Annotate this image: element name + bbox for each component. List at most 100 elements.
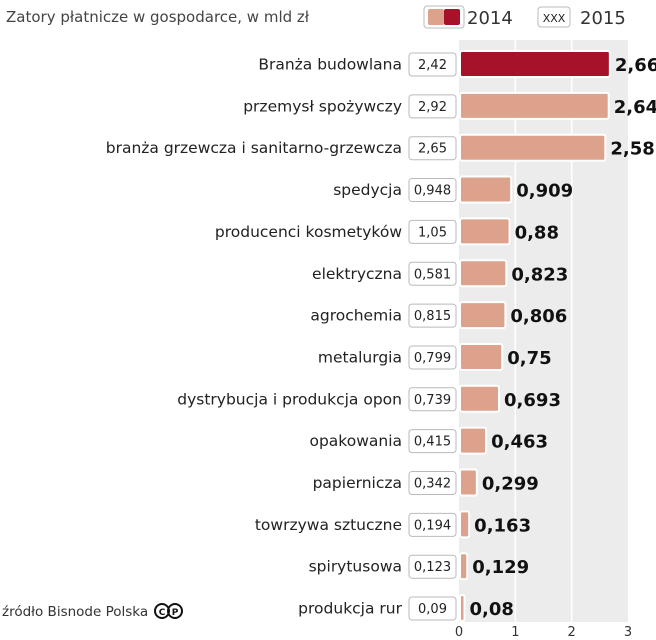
bar-row: przemysł spożywczy 2,92 2,64: [243, 91, 656, 120]
value-2015-label: 0,823: [511, 264, 568, 285]
legend-label-2015: 2015: [580, 8, 626, 29]
value-2014-box: [408, 94, 457, 119]
value-2014-label: 0,739: [414, 393, 451, 408]
x-tick-label: 2: [568, 625, 576, 640]
bar-row: produkcja rur 0,09 0,08: [298, 594, 514, 623]
category-label: opakowania: [309, 432, 402, 450]
bar-row: producenci kosmetyków 1,05 0,88: [215, 217, 559, 246]
value-2014-label: 0,123: [414, 560, 451, 575]
bar-2015: [459, 50, 611, 78]
value-2014-label: 0,948: [414, 184, 451, 199]
category-label: dystrybucja i produkcja opon: [177, 390, 402, 408]
value-2015-label: 0,909: [516, 181, 573, 202]
category-label: agrochemia: [310, 307, 402, 325]
value-2014-box: [408, 178, 457, 203]
value-2014-box: [408, 596, 457, 621]
x-axis-ticks: 0 1 2 3: [455, 625, 632, 640]
category-label: Branża budowlana: [258, 56, 402, 74]
value-2014-label: 0,581: [414, 267, 451, 282]
value-2014-box: [408, 554, 457, 579]
value-2014-box: [408, 219, 457, 244]
value-2015-label: 2,58: [610, 139, 654, 160]
category-label: producenci kosmetyków: [215, 223, 402, 241]
source-note: źródło Bisnode Polska: [2, 604, 148, 620]
category-label: branża grzewcza i sanitarno-grzewcza: [106, 139, 402, 157]
bar-2015: [459, 133, 607, 162]
bar-2015: [459, 552, 469, 581]
value-2015-label: 0,75: [507, 348, 551, 369]
cc-copyright-icon: C P: [154, 603, 183, 619]
bar-2015: [459, 217, 511, 246]
bar-2015: [459, 426, 488, 455]
legend-label-2014: 2014: [467, 8, 513, 29]
bar-2015: [459, 384, 501, 413]
x-tick-label: 0: [455, 625, 463, 640]
value-2014-box: [408, 429, 457, 454]
value-2014-box: [408, 387, 457, 412]
value-2014-box: [408, 261, 457, 286]
value-2014-label: 0,342: [414, 477, 451, 492]
value-2014-label: 0,194: [414, 518, 451, 533]
category-label: spirytusowa: [309, 558, 402, 576]
value-2015-label: 0,08: [470, 599, 514, 620]
category-label: elektryczna: [312, 265, 402, 283]
bar-2015: [459, 594, 466, 623]
bar-row: elektryczna 0,581 0,823: [312, 259, 568, 288]
bar-2015: [459, 175, 513, 204]
category-label: spedycja: [333, 181, 402, 199]
svg-text:C: C: [159, 608, 166, 618]
bar-2015: [459, 259, 508, 288]
bar-2015: [459, 91, 610, 120]
chart-title: Zatory płatnicze w gospodarce, w mld zł: [6, 8, 310, 26]
value-2014-box: [408, 52, 457, 77]
value-2014-label: 0,09: [418, 602, 447, 617]
category-label: towrzywa sztuczne: [255, 516, 402, 534]
bar-row: branża grzewcza i sanitarno-grzewcza 2,65…: [106, 133, 655, 162]
svg-text:P: P: [172, 608, 179, 618]
value-2014-box: [408, 303, 457, 328]
value-2014-label: 0,799: [414, 351, 451, 366]
value-2014-label: 0,815: [414, 309, 451, 324]
value-2015-label: 2,66: [615, 55, 656, 76]
bar-2015: [459, 468, 478, 497]
value-2015-label: 0,806: [510, 306, 567, 327]
chart-rows: Branża budowlana 2,42 2,66 przemysł spożywc…: [106, 50, 656, 623]
bar-row: spedycja 0,948 0,909: [333, 175, 573, 204]
category-label: metalurgia: [318, 348, 402, 366]
bar-row: papiernicza 0,342 0,299: [313, 468, 539, 497]
category-label: przemysł spożywczy: [243, 97, 402, 115]
value-2015-label: 0,299: [482, 474, 539, 495]
value-2014-label: 2,92: [418, 100, 447, 115]
bar-2015: [459, 510, 471, 539]
value-2015-label: 0,88: [515, 222, 559, 243]
value-2014-box: [408, 136, 457, 161]
legend-swatch-dark: [444, 9, 460, 25]
bar-row: spirytusowa 0,123 0,129: [309, 552, 529, 581]
bar-row: opakowania 0,415 0,463: [309, 426, 548, 455]
legend: 2014 XXX 2015: [423, 5, 626, 29]
legend-sample-value: XXX: [543, 12, 566, 25]
value-2014-box: [408, 512, 457, 537]
x-tick-label: 3: [624, 625, 632, 640]
value-2014-label: 1,05: [418, 225, 447, 240]
category-label: produkcja rur: [298, 600, 402, 618]
value-2014-label: 2,65: [418, 142, 447, 157]
value-2014-label: 0,415: [414, 435, 451, 450]
value-2014-box: [408, 345, 457, 370]
x-tick-label: 1: [511, 625, 519, 640]
value-2015-label: 0,163: [474, 515, 531, 536]
bar-row: agrochemia 0,815 0,806: [310, 301, 567, 330]
bar-row: towrzywa sztuczne 0,194 0,163: [255, 510, 531, 539]
value-2014-label: 2,42: [418, 58, 447, 73]
bar-row: Branża budowlana 2,42 2,66: [258, 50, 656, 78]
bar-2015: [459, 301, 507, 330]
value-2015-label: 0,693: [504, 390, 561, 411]
bar-row: metalurgia 0,799 0,75: [318, 342, 552, 371]
value-2015-label: 0,463: [491, 432, 548, 453]
bar-2015: [459, 342, 504, 371]
legend-sample-box: [537, 6, 571, 28]
category-label: papiernicza: [313, 474, 402, 492]
value-2015-label: 2,64: [614, 97, 656, 118]
value-2014-box: [408, 471, 457, 495]
